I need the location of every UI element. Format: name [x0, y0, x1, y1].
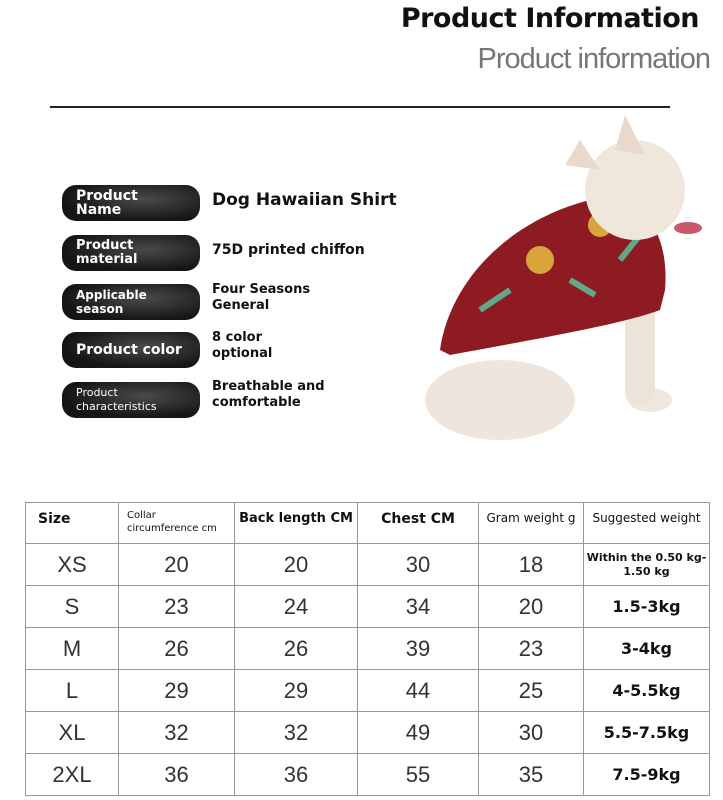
- dog-shirt: [440, 198, 666, 355]
- cell-size: XL: [25, 711, 119, 754]
- cell-chest: 39: [357, 627, 479, 670]
- cell-suggested: 5.5-7.5kg: [583, 711, 710, 754]
- cell-chest: 55: [357, 753, 479, 796]
- header-chest: Chest CM: [357, 502, 479, 544]
- cell-gram: 25: [478, 669, 584, 712]
- cell-chest: 34: [357, 585, 479, 628]
- spec-value-color: 8 color optional: [212, 330, 273, 361]
- cell-chest: 44: [357, 669, 479, 712]
- spec-value-name: Dog Hawaiian Shirt: [212, 190, 397, 210]
- cell-gram: 23: [478, 627, 584, 670]
- pineapple-print: [526, 246, 554, 274]
- spec-label-color: Product color: [62, 332, 200, 368]
- cell-back: 36: [234, 753, 358, 796]
- dog-hindquarters: [425, 360, 575, 440]
- cell-gram: 18: [478, 543, 584, 586]
- cell-suggested: 3-4kg: [583, 627, 710, 670]
- dog-ear: [615, 115, 645, 155]
- header-size: Size: [25, 502, 119, 544]
- spec-value-characteristics: Breathable and comfortable: [212, 379, 325, 410]
- table-row: S 23 24 34 20 1.5-3kg: [25, 585, 710, 628]
- cell-size: S: [25, 585, 119, 628]
- table-row: 2XL 36 36 55 35 7.5-9kg: [25, 753, 710, 796]
- cell-gram: 35: [478, 753, 584, 796]
- cell-size: 2XL: [25, 753, 119, 796]
- spec-label-season: Applicable season: [62, 284, 200, 320]
- cell-gram: 30: [478, 711, 584, 754]
- spec-value-material: 75D printed chiffon: [212, 242, 365, 258]
- table-header-row: Size Collar circumference cm Back length…: [25, 502, 710, 544]
- cell-collar: 20: [118, 543, 235, 586]
- cell-collar: 29: [118, 669, 235, 712]
- dog-tongue: [674, 222, 702, 234]
- spec-label-name: Product Name: [62, 185, 200, 221]
- dog-ear: [565, 140, 600, 170]
- cell-collar: 26: [118, 627, 235, 670]
- page-subtitle: Product information: [477, 43, 711, 75]
- cell-back: 26: [234, 627, 358, 670]
- header-suggested-weight: Suggested weight: [583, 502, 710, 544]
- cell-suggested: 4-5.5kg: [583, 669, 710, 712]
- dog-leg: [625, 300, 655, 405]
- spec-value-season: Four Seasons General: [212, 282, 311, 313]
- cell-gram: 20: [478, 585, 584, 628]
- cell-back: 29: [234, 669, 358, 712]
- table-row: XL 32 32 49 30 5.5-7.5kg: [25, 711, 710, 754]
- table-row: M 26 26 39 23 3-4kg: [25, 627, 710, 670]
- cell-back: 20: [234, 543, 358, 586]
- cell-chest: 30: [357, 543, 479, 586]
- cell-size: XS: [25, 543, 119, 586]
- cell-collar: 36: [118, 753, 235, 796]
- cell-size: L: [25, 669, 119, 712]
- cell-collar: 32: [118, 711, 235, 754]
- cell-back: 24: [234, 585, 358, 628]
- header-back-length: Back length CM: [234, 502, 358, 544]
- page-title: Product Information: [400, 3, 700, 34]
- cell-back: 32: [234, 711, 358, 754]
- size-table: Size Collar circumference cm Back length…: [25, 502, 710, 796]
- cell-chest: 49: [357, 711, 479, 754]
- spec-label-material: Product material: [62, 235, 200, 271]
- table-row: L 29 29 44 25 4-5.5kg: [25, 669, 710, 712]
- table-row: XS 20 20 30 18 Within the 0.50 kg-1.50 kg: [25, 543, 710, 586]
- dog-head: [585, 140, 685, 240]
- cell-size: M: [25, 627, 119, 670]
- dog-photo: [425, 115, 702, 440]
- cell-collar: 23: [118, 585, 235, 628]
- cell-suggested: 1.5-3kg: [583, 585, 710, 628]
- header-gram-weight: Gram weight g: [478, 502, 584, 544]
- header-collar: Collar circumference cm: [118, 502, 235, 544]
- cell-suggested: 7.5-9kg: [583, 753, 710, 796]
- cell-suggested: Within the 0.50 kg-1.50 kg: [583, 543, 710, 586]
- spec-label-characteristics: Product characteristics: [62, 382, 200, 418]
- divider: [50, 106, 670, 108]
